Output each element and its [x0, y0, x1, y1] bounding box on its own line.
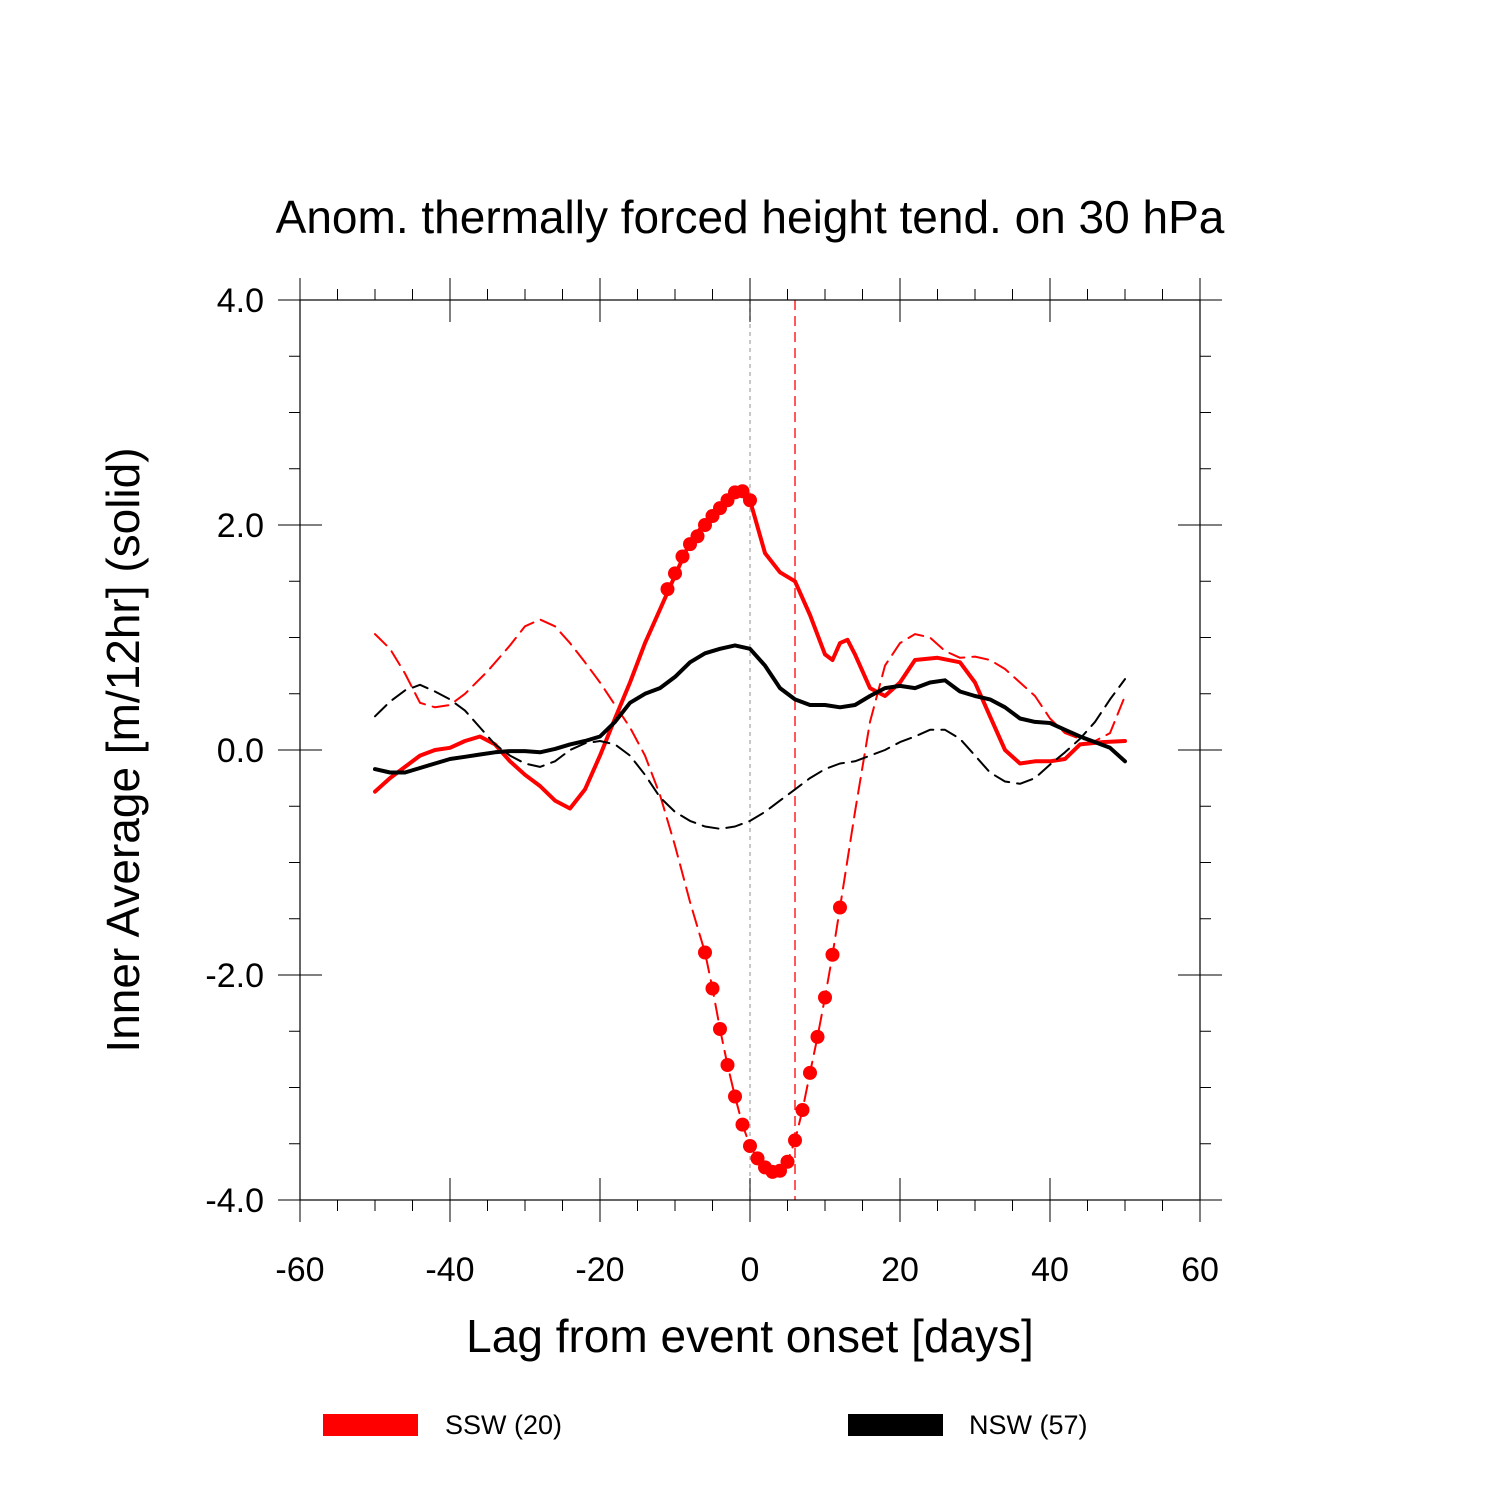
- x-axis-label: Lag from event onset [days]: [466, 1310, 1034, 1362]
- series-1-marker-13: [795, 1103, 810, 1117]
- series-1-marker-14: [803, 1065, 817, 1080]
- x-tick-label: 20: [881, 1251, 919, 1289]
- x-tick-label: 60: [1181, 1251, 1219, 1289]
- series-0-marker-4: [690, 529, 705, 544]
- series-1-marker-11: [780, 1154, 795, 1169]
- y-tick-label: -2.0: [205, 957, 264, 995]
- legend-label-ssw: SSW (20): [445, 1410, 562, 1440]
- series-1-marker-1: [705, 981, 720, 996]
- chart-title: Anom. thermally forced height tend. on 3…: [276, 191, 1225, 243]
- series-line-3: [374, 678, 1126, 830]
- y-tick-label: 2.0: [217, 507, 264, 545]
- plot-area: [373, 300, 1127, 1200]
- axes: -60 -40 -20 0 20 40 60 -4.0 -2.0 0.0 2.0 4.0: [205, 278, 1222, 1289]
- legend-label-nsw: NSW (57): [969, 1410, 1088, 1440]
- x-tick-label: -40: [425, 1251, 474, 1289]
- series-0-marker-0: [660, 582, 675, 597]
- series-1-marker-4: [728, 1089, 742, 1104]
- x-tick-label: -60: [275, 1251, 324, 1289]
- x-tick-label: -20: [575, 1251, 624, 1289]
- series-0-marker-1: [668, 566, 682, 581]
- y-tick-label: 4.0: [217, 282, 264, 320]
- series-1-marker-3: [720, 1058, 735, 1072]
- series-1-marker-18: [833, 900, 847, 915]
- series-0-marker-11: [743, 493, 757, 508]
- x-tick-label: 0: [741, 1251, 760, 1289]
- series-1-marker-12: [788, 1133, 802, 1148]
- series-1-marker-6: [743, 1139, 757, 1153]
- series-1-marker-15: [810, 1029, 825, 1044]
- y-tick-label: -4.0: [205, 1182, 264, 1220]
- legend-swatch-ssw: [323, 1414, 418, 1436]
- series-0-marker-2: [675, 549, 690, 564]
- series-1-marker-2: [713, 1022, 727, 1036]
- series-1-marker-16: [818, 990, 832, 1005]
- legend: SSW (20) NSW (57): [323, 1410, 1088, 1440]
- y-axis-label: Inner Average [m/12hr] (solid): [97, 447, 149, 1052]
- x-tick-label: 40: [1031, 1251, 1069, 1289]
- series-line-2: [373, 643, 1127, 775]
- legend-swatch-nsw: [848, 1414, 943, 1436]
- series-1-marker-5: [735, 1117, 750, 1132]
- series-1-marker-0: [698, 945, 712, 960]
- y-tick-label: 0.0: [217, 732, 264, 770]
- series-1-marker-17: [825, 947, 840, 962]
